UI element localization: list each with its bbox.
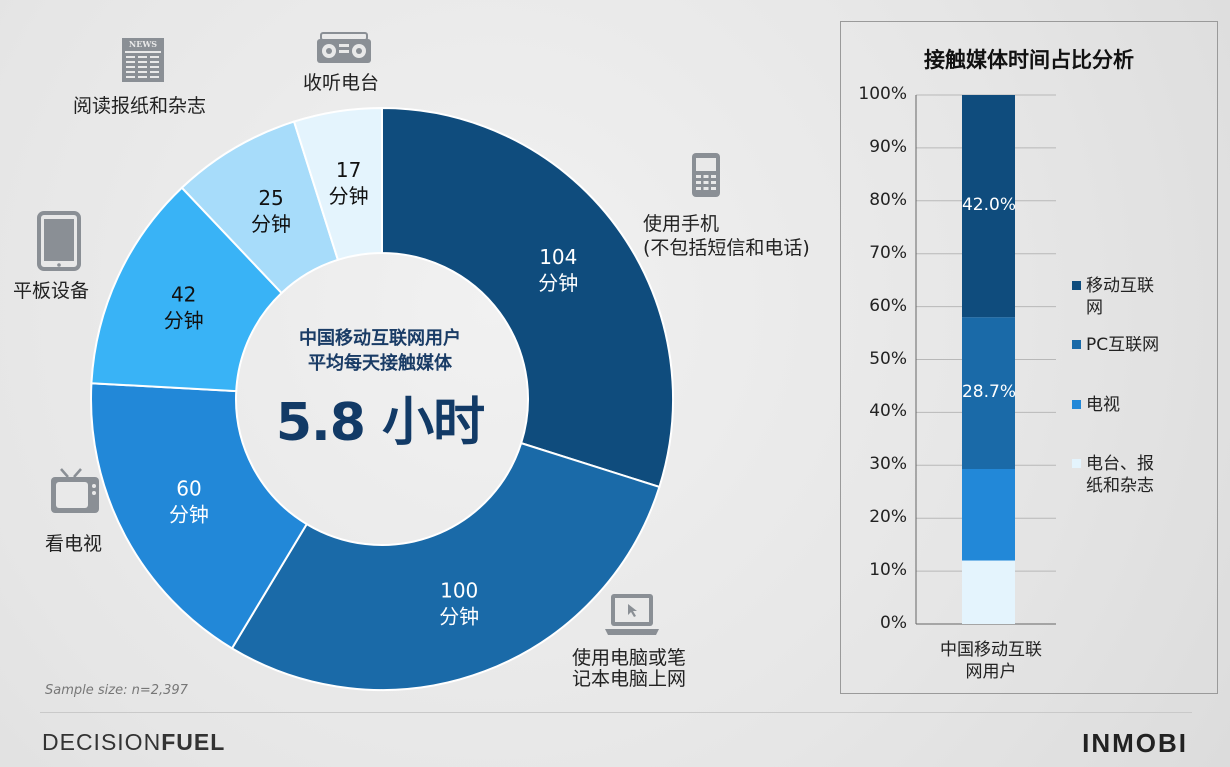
legend-item-0: 移动互联网 — [1072, 275, 1154, 319]
tablet-icon — [37, 211, 81, 271]
y-tick-label: 40% — [869, 401, 907, 422]
donut-slice-1 — [230, 441, 661, 691]
mobile-phone-icon — [692, 153, 720, 197]
bar-segment-0 — [962, 560, 1015, 624]
donut-slice-label-5-unit: 分钟 — [329, 184, 369, 208]
bar-segment-label-3: 42.0% — [961, 195, 1016, 216]
category-label-radio: 收听电台 — [303, 72, 380, 94]
donut-slice-label-1-value: 100 — [440, 578, 478, 602]
donut-slice-label-4-value: 25 — [258, 186, 283, 210]
bar-segment-label-2: 28.7% — [961, 382, 1016, 403]
y-tick-label: 20% — [869, 507, 907, 528]
legend-item-1: PC互联网 — [1072, 334, 1159, 356]
legend-swatch — [1072, 400, 1081, 409]
category-label-pc: 使用电脑或笔 记本电脑上网 — [572, 647, 687, 690]
inmobi-logo: INMOBI — [1082, 728, 1188, 758]
donut-center-line2: 平均每天接触媒体 — [308, 353, 452, 374]
donut-slice-5 — [292, 106, 383, 262]
television-icon — [51, 468, 99, 513]
stacked-bar-panel: 接触媒体时间占比分析 0% 10% 20% 30% 40% 50% 60% 70% 80% 90%… — [840, 21, 1218, 694]
stacked-bar-x-category: 中国移动互联 网用户 — [940, 640, 1042, 682]
donut-center-line1: 中国移动互联网用户 — [299, 328, 461, 349]
donut-slice-label-1-unit: 分钟 — [439, 604, 479, 628]
bar-segment-1 — [962, 469, 1015, 561]
radio-icon — [317, 32, 371, 63]
laptop-icon — [605, 594, 659, 635]
donut-slice-0 — [381, 106, 674, 489]
y-tick-label: 100% — [858, 84, 907, 104]
legend-item-3: 电台、报 纸和杂志 — [1072, 453, 1154, 497]
y-tick-label: 80% — [869, 189, 907, 210]
category-label-tablet: 平板设备 — [13, 280, 90, 302]
y-tick-label: 90% — [869, 136, 907, 157]
donut-slice-2 — [90, 382, 309, 650]
donut-slice-label-3-value: 42 — [171, 282, 196, 306]
decisionfuel-logo: DECISIONFUEL — [42, 729, 226, 755]
donut-slice-label-2-value: 60 — [176, 476, 201, 500]
donut-slice-label-3-unit: 分钟 — [164, 308, 204, 332]
newspaper-icon: NEWS — [122, 38, 164, 82]
y-tick-label: 0% — [880, 613, 907, 633]
legend-swatch — [1072, 281, 1081, 290]
category-label-tv: 看电视 — [45, 533, 103, 555]
footer-divider — [40, 712, 1192, 713]
donut-slice-label-4-unit: 分钟 — [251, 212, 291, 236]
donut-slice-label-5-value: 17 — [336, 158, 361, 182]
donut-slice-label-2-unit: 分钟 — [169, 502, 209, 526]
y-tick-label: 70% — [869, 242, 907, 263]
legend-swatch — [1072, 459, 1081, 468]
stacked-bar-title: 接触媒体时间占比分析 — [924, 48, 1134, 72]
y-tick-label: 30% — [869, 454, 907, 475]
y-tick-label: 60% — [869, 295, 907, 316]
donut-center-value: 5.8 小时 — [275, 393, 485, 453]
legend-swatch — [1072, 340, 1081, 349]
donut-slice-3 — [90, 186, 284, 393]
newspaper-icon-text: NEWS — [129, 39, 157, 49]
donut-slice-label-0-unit: 分钟 — [538, 271, 578, 295]
sample-size-note: Sample size: n=2,397 — [45, 683, 188, 698]
y-tick-label: 50% — [869, 348, 907, 369]
category-label-print: 阅读报纸和杂志 — [73, 95, 207, 117]
legend-item-2: 电视 — [1072, 394, 1120, 416]
stacked-bar-chart — [915, 94, 1056, 625]
category-label-mobile: 使用手机 (不包括短信和电话) — [643, 213, 810, 259]
donut-slice-label-0-value: 104 — [539, 245, 577, 269]
bar-segment-3 — [962, 95, 1015, 318]
bar-segment-2 — [962, 317, 1015, 470]
y-tick-label: 10% — [869, 560, 907, 581]
